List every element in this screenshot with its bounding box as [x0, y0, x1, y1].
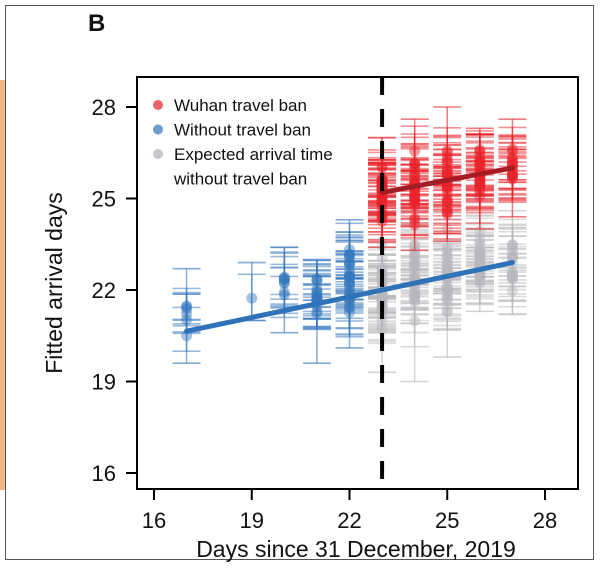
- cluster: [465, 127, 494, 230]
- panel-label: B: [88, 10, 106, 37]
- data-point: [409, 170, 421, 182]
- legend-label: without travel ban: [173, 170, 307, 189]
- data-point: [181, 300, 193, 312]
- x-axis: 16 19 22 25 28: [142, 489, 557, 533]
- legend-item: Expected arrival time: [153, 145, 333, 164]
- y-tick-label: 19: [92, 370, 116, 395]
- data-point: [278, 286, 290, 298]
- data-point: [409, 214, 421, 226]
- cluster: [302, 258, 331, 365]
- legend-item: without travel ban: [173, 170, 307, 189]
- legend-marker: [153, 149, 163, 159]
- cluster: [335, 219, 364, 349]
- legend: Wuhan travel ban Without travel ban Expect…: [153, 96, 333, 189]
- legend-label: Expected arrival time: [174, 145, 333, 164]
- cluster: [172, 267, 201, 365]
- legend-marker: [153, 124, 163, 135]
- x-tick-label: 19: [240, 508, 264, 533]
- data-point: [506, 153, 518, 165]
- data-point: [409, 250, 421, 262]
- y-tick-label: 16: [92, 461, 116, 486]
- x-tick-label: 25: [435, 508, 459, 533]
- adjacent-panel-edge: [0, 80, 5, 490]
- figure-frame: [5, 5, 594, 560]
- legend-marker: [153, 100, 163, 110]
- data-point: [311, 291, 323, 303]
- data-point: [441, 283, 453, 295]
- data-point: [246, 292, 258, 304]
- data-point: [506, 272, 518, 284]
- y-axis: 16 19 22 25 28: [92, 95, 137, 486]
- legend-item: Wuhan travel ban: [153, 96, 307, 115]
- legend-label: Without travel ban: [174, 121, 311, 140]
- data-point: [344, 249, 355, 261]
- cluster: [498, 118, 527, 218]
- cluster: [237, 261, 266, 322]
- x-tick-label: 22: [337, 508, 361, 533]
- series-without-travel-ban: [172, 219, 364, 365]
- cluster: [498, 209, 527, 316]
- x-tick-label: 28: [533, 508, 557, 533]
- without-travel-ban-fit-line: [184, 260, 515, 334]
- plot-box: [136, 76, 579, 490]
- y-tick-label: 22: [92, 278, 116, 303]
- x-axis-title: Days since 31 December, 2019: [196, 536, 516, 562]
- data-point: [441, 252, 453, 264]
- x-tick-label: 16: [142, 508, 166, 533]
- legend-item: Without travel ban: [153, 121, 311, 140]
- data-point: [376, 195, 388, 207]
- data-point: [409, 191, 421, 203]
- y-tick-label: 28: [92, 95, 116, 120]
- wuhan-travel-ban-fit-line: [379, 165, 515, 195]
- y-axis-title: Fitted arrival days: [41, 192, 67, 374]
- fit-lines: [184, 165, 515, 334]
- cluster: [433, 106, 462, 242]
- legend-label: Wuhan travel ban: [174, 96, 307, 115]
- cluster: [270, 246, 299, 334]
- y-tick-label: 25: [92, 187, 116, 212]
- data-point: [409, 288, 421, 300]
- cluster: [400, 209, 429, 383]
